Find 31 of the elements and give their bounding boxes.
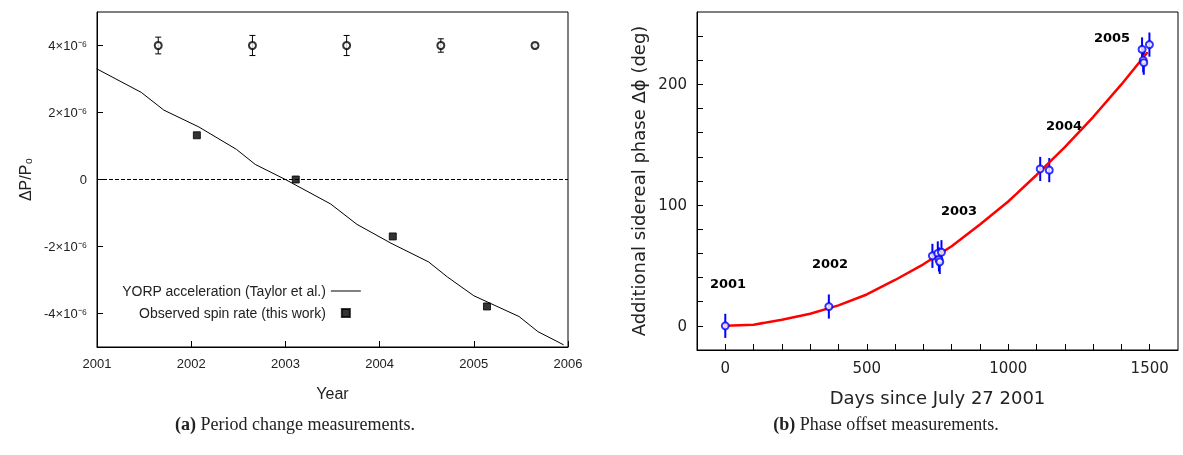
y-tick-label: 0: [79, 172, 87, 187]
y-axis-title: ΔP/P₀: [16, 157, 34, 202]
x-tick-label: 2006: [553, 356, 583, 371]
legend-label: Observed spin rate (this work): [139, 305, 326, 321]
y-tick-label: 100: [658, 196, 687, 215]
y-axis-title: Additional sidereal phase Δϕ (deg): [627, 25, 649, 337]
x-tick-label: 500: [852, 358, 882, 377]
x-tick-label: 0: [720, 358, 731, 377]
y-tick-label: -4×10⁻⁶: [44, 306, 87, 321]
x-axis-title: Year: [316, 384, 350, 402]
annotation: 2002: [811, 256, 849, 271]
annotation: 2005: [1093, 30, 1131, 45]
y-tick-label: 4×10⁻⁶: [48, 38, 87, 53]
y-tick-label: 200: [658, 75, 687, 94]
y-tick-label: -2×10⁻⁶: [44, 239, 87, 254]
x-tick-label: 1000: [989, 358, 1028, 377]
legend-label: YORP acceleration (Taylor et al.): [122, 283, 326, 299]
annotation: 2001: [709, 276, 747, 291]
x-tick-label: 2001: [82, 356, 112, 371]
x-tick-label: 1500: [1130, 358, 1169, 377]
annotation: 2003: [940, 203, 978, 218]
x-tick-label: 2003: [270, 356, 300, 371]
x-tick-label: 2005: [459, 356, 489, 371]
y-tick-label: 0: [677, 316, 687, 335]
text: (b) Phase offset measurements.: [773, 414, 999, 435]
x-axis-title: Days since July 27 2001: [829, 386, 1046, 408]
y-tick-label: 2×10⁻⁶: [48, 105, 87, 120]
x-tick-label: 2002: [176, 356, 206, 371]
text: (a) Period change measurements.: [175, 414, 415, 435]
annotation: 2004: [1045, 118, 1083, 133]
x-tick-label: 2004: [365, 356, 395, 371]
